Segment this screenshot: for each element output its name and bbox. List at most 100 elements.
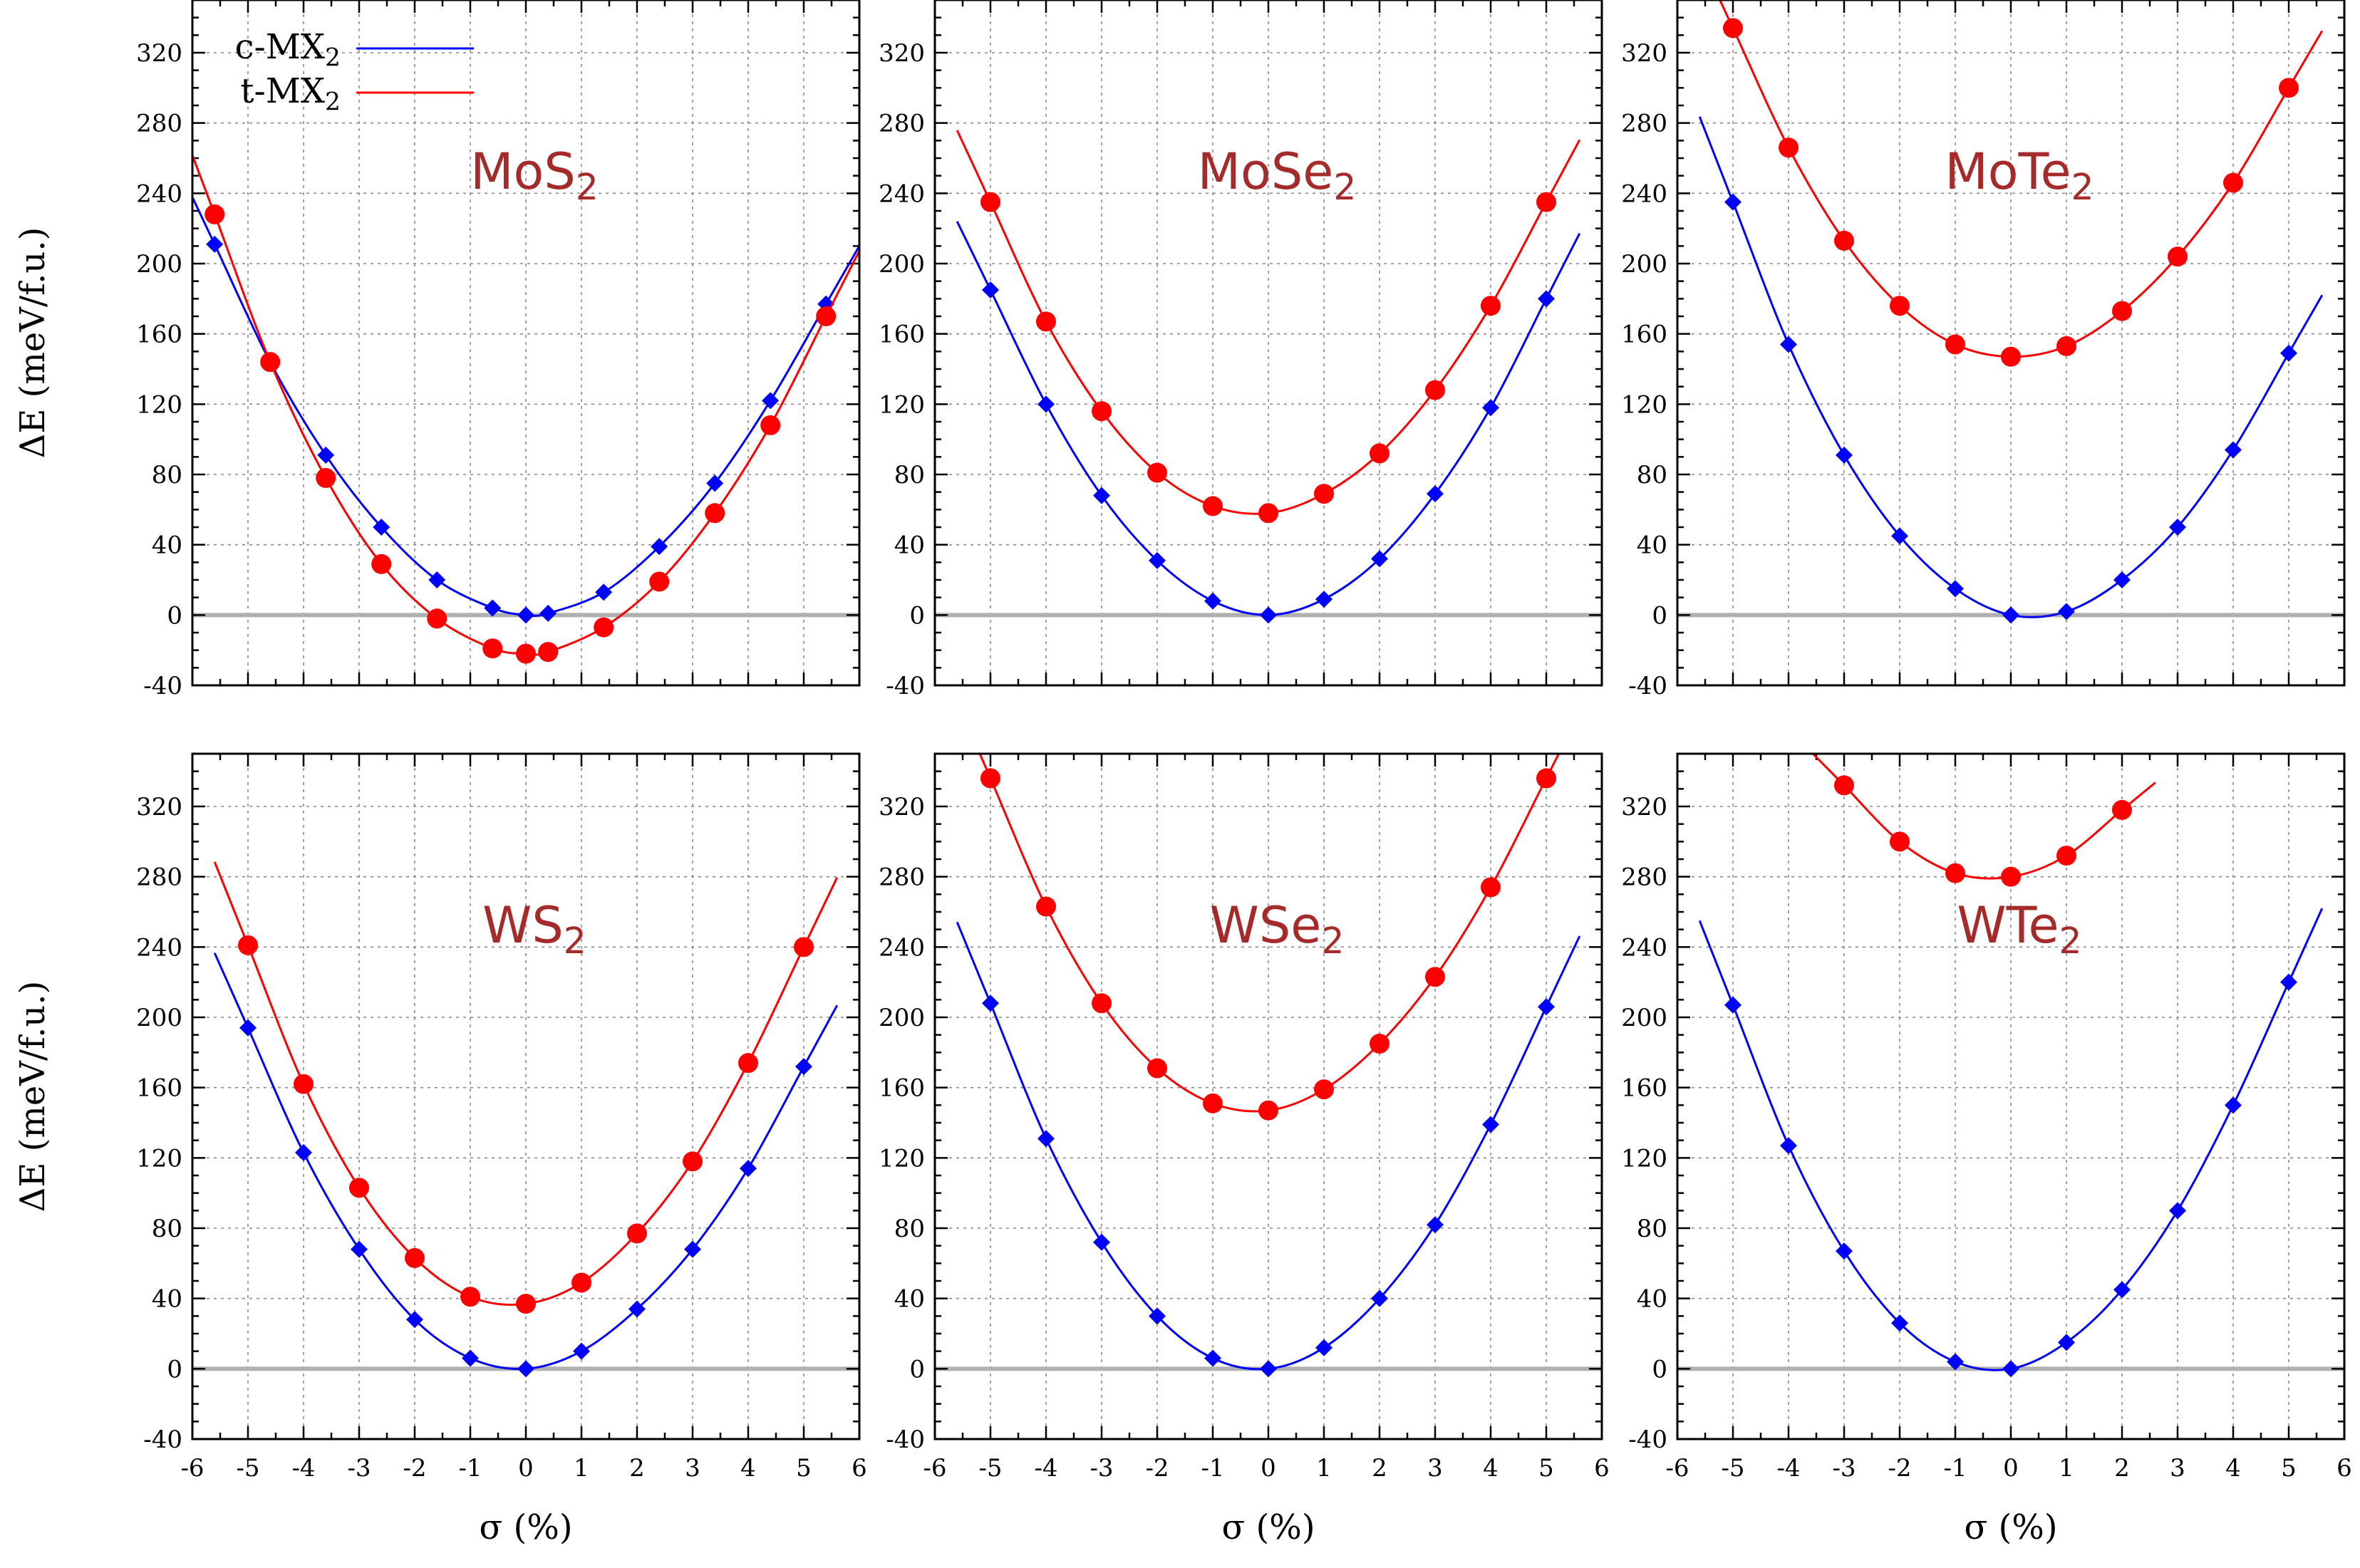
x-tick-label: 0 (2003, 1454, 2019, 1483)
grid (935, 754, 1602, 1439)
x-tick-label: -6 (180, 1454, 204, 1483)
c-point (2169, 1202, 2186, 1220)
c-point (517, 1360, 534, 1378)
t-point (2001, 866, 2021, 887)
c-point (406, 1311, 423, 1329)
t-point (980, 768, 1000, 789)
t-point (1834, 230, 1854, 251)
x-tick-label: 3 (685, 1454, 700, 1483)
x-tick-label: 1 (1316, 1454, 1332, 1483)
c-point (1891, 1314, 1908, 1332)
c-point (2058, 1334, 2075, 1351)
plot-area (956, 754, 1581, 1378)
t-point (738, 1053, 758, 1074)
t-point (1370, 1034, 1389, 1054)
c-point (2113, 1281, 2131, 1299)
y-tick-label: 0 (1652, 1355, 1667, 1383)
y-tick-label: -40 (1628, 1426, 1667, 1454)
t-point (1536, 192, 1556, 212)
panel-frame (933, 752, 1603, 1440)
y-tick-label: 80 (152, 461, 182, 489)
c-point (517, 606, 534, 624)
y-tick-label: 160 (879, 321, 925, 349)
panel-title: WSe2 (1210, 896, 1345, 962)
y-tick-label: 320 (879, 793, 925, 821)
c-point (762, 392, 780, 410)
y-tick-label: 240 (136, 180, 182, 208)
t-point (1779, 137, 1799, 158)
t-point (1945, 863, 1965, 883)
x-tick-label: -6 (923, 1454, 946, 1483)
y-tick-label: -40 (886, 672, 925, 700)
x-tick-label: 6 (2336, 1454, 2352, 1483)
c-point (706, 474, 724, 492)
t-point (1945, 334, 1965, 355)
y-tick-label: 240 (879, 180, 925, 208)
t-point (294, 1074, 314, 1094)
t-point (1834, 775, 1854, 796)
y-tick-label: 0 (167, 1355, 182, 1383)
x-tick-label: 2 (2114, 1454, 2130, 1483)
t-point (794, 937, 814, 957)
y-tick-label: 120 (1621, 1144, 1667, 1173)
c-point (628, 1300, 646, 1318)
y-tick-label: 280 (879, 110, 925, 138)
t-point (1536, 768, 1556, 789)
x-tick-label: -5 (978, 1454, 1002, 1483)
t-point (1314, 484, 1334, 504)
y-tick-label: 120 (879, 1144, 925, 1173)
x-tick-label: 4 (2225, 1454, 2241, 1483)
t-point (1147, 462, 1167, 483)
x-tick-label: 5 (796, 1454, 812, 1483)
x-tick-label: 5 (2281, 1454, 2297, 1483)
y-tick-label: 40 (894, 531, 925, 560)
t-point (980, 192, 1000, 212)
c-point (1538, 290, 1555, 308)
y-tick-label: -40 (143, 672, 182, 700)
c-point (1724, 996, 1741, 1014)
t-point (2112, 799, 2132, 820)
t-point (649, 571, 670, 592)
t-point (516, 643, 536, 664)
y-tick-label: 320 (136, 39, 182, 68)
c-point (1427, 485, 1444, 503)
y-tick-label: 40 (1637, 531, 1667, 560)
t-point (205, 204, 225, 224)
y-tick-label: -40 (143, 1426, 182, 1454)
x-tick-label: 2 (1372, 1454, 1387, 1483)
c-point (2113, 571, 2131, 588)
c-point (2280, 344, 2297, 362)
x-tick-label: -4 (1034, 1454, 1057, 1483)
t-point (1092, 993, 1112, 1014)
x-tick-label: 3 (2170, 1454, 2185, 1483)
y-tick-label: 0 (1652, 601, 1667, 630)
y-tick-label: 200 (136, 1004, 182, 1032)
y-tick-label: 200 (136, 250, 182, 279)
t-point (1481, 877, 1501, 898)
grid (1677, 0, 2344, 685)
x-tick-label: -2 (1888, 1454, 1911, 1483)
y-tick-label: 0 (909, 1355, 925, 1383)
panel-mote2: -40 0 40 80 120 160 200 240 280 320 MoTe2 (1621, 0, 2346, 700)
y-tick-label: 320 (136, 793, 182, 821)
y-tick-label: 240 (879, 933, 925, 962)
c-point (1780, 336, 1797, 353)
y-tick-label: 120 (136, 1144, 182, 1173)
y-tick-label: 160 (136, 321, 182, 349)
x-tick-label: -3 (1832, 1454, 1856, 1483)
panel-title: WTe2 (1957, 896, 2081, 962)
x-tick-label: -2 (1145, 1454, 1169, 1483)
y-tick-label: 160 (879, 1074, 925, 1103)
t-point (460, 1287, 480, 1307)
t-point (316, 467, 336, 488)
t-point (1203, 1093, 1223, 1113)
plot-area (192, 152, 859, 664)
c-point (239, 1019, 257, 1037)
t-point (1481, 296, 1501, 316)
c-point (1427, 1216, 1444, 1234)
t-point (260, 352, 281, 373)
x-tick-label: -4 (1776, 1454, 1800, 1483)
c-point (651, 538, 668, 556)
t-point (705, 503, 725, 524)
x-tick-label: 1 (2059, 1454, 2074, 1483)
